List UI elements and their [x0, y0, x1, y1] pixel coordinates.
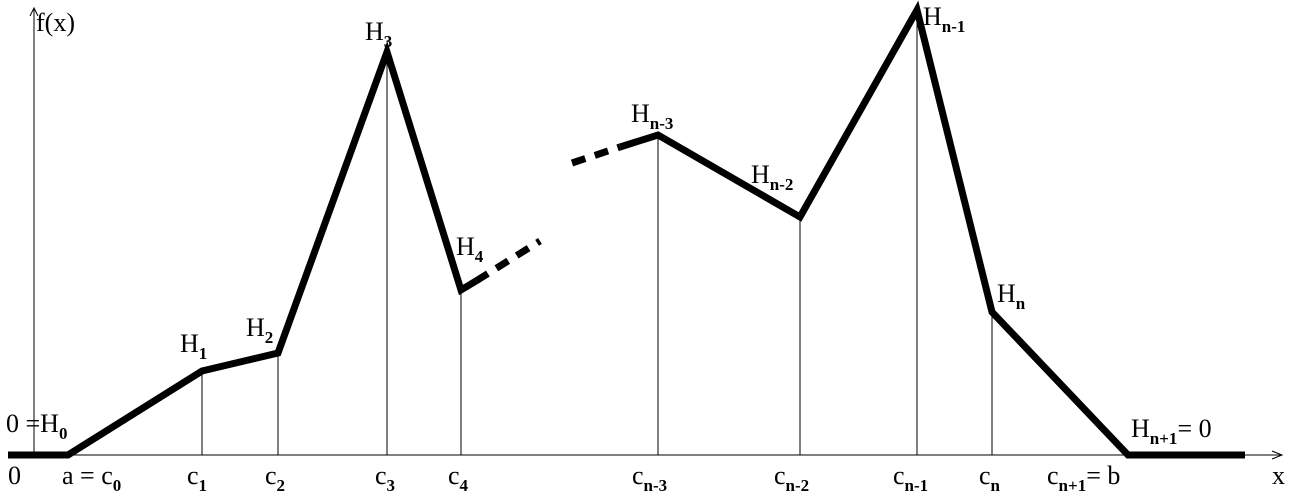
tick-label-c1: c1 [187, 461, 207, 495]
x-axis-arrow [1271, 450, 1284, 460]
tick-label-cn-2: cn-2 [774, 461, 809, 495]
y-axis-arrow [29, 6, 39, 17]
graph-segment-right [618, 0, 1245, 459]
tick-label-c4: c4 [448, 461, 469, 495]
tick-label-cn+1: cn+1= b [1047, 461, 1120, 495]
tick-label-c0-prefix: a = [62, 461, 101, 490]
point-label-Hn: Hn [997, 279, 1026, 313]
graph-segment-left [8, 41, 478, 459]
tick-label-c2: c2 [265, 461, 285, 495]
point-label-H0: 0 =H0 [6, 409, 67, 443]
origin-label: 0 [8, 461, 21, 490]
point-label-H3: H3 [365, 17, 392, 51]
graph-dashed-continuation-left [474, 238, 542, 284]
point-label-H4: H4 [456, 232, 484, 266]
tick-label-cn-3: cn-3 [632, 461, 667, 495]
tick-label-cn: cn [979, 461, 1001, 495]
y-axis-label: f(x) [36, 8, 75, 37]
x-axis-label: x [1272, 461, 1285, 490]
point-label-Hn-3: Hn-3 [631, 99, 673, 133]
point-label-H2: H2 [246, 313, 273, 347]
point-label-H1: H1 [180, 329, 207, 363]
tick-label-c0: a = c0 [62, 461, 121, 495]
point-label-Hn-2: Hn-2 [751, 160, 793, 194]
graph-dashed-continuation-right [570, 143, 622, 167]
tick-label-c3: c3 [375, 461, 395, 495]
point-label-Hn-1: Hn-1 [923, 2, 965, 36]
point-label-Hn+1: Hn+1= 0 [1131, 414, 1212, 448]
tick-label-cn-1: cn-1 [893, 461, 928, 495]
